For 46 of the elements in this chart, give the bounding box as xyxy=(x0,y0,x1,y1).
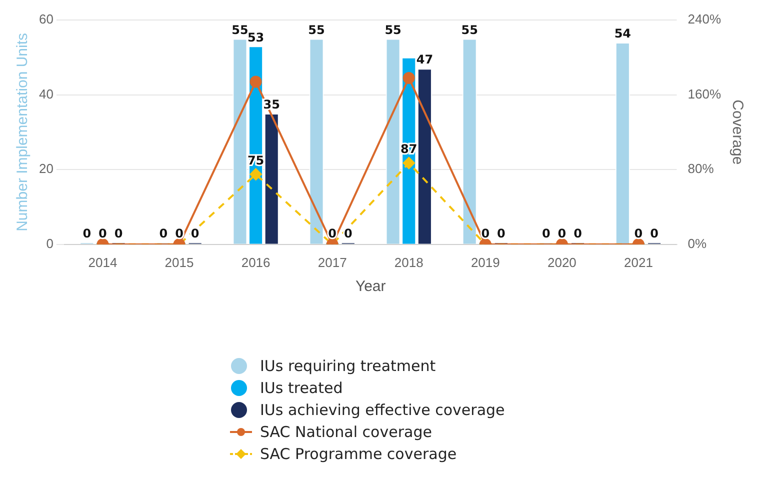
x-axis-title: Year xyxy=(355,278,386,296)
data-label: 0 xyxy=(481,226,490,241)
data-label: 53 xyxy=(247,30,264,44)
x-tick-label: 2016 xyxy=(241,254,270,270)
x-tick-label: 2017 xyxy=(318,254,347,270)
y2-tick-label: 0% xyxy=(688,236,707,251)
y2-tick-label: 80% xyxy=(688,161,714,176)
y-tick-label: 20 xyxy=(38,161,54,176)
data-label: 0 xyxy=(497,226,506,241)
y2-tick-label: 160% xyxy=(688,86,722,102)
legend-label: SAC Programme coverage xyxy=(260,445,457,463)
data-label: 0 xyxy=(328,226,337,241)
x-tick-label: 2020 xyxy=(547,254,576,270)
data-label: 0 xyxy=(650,226,658,241)
y-tick-label: 40 xyxy=(38,86,54,102)
data-label: 0 xyxy=(98,226,107,241)
x-tick-label: 2021 xyxy=(624,254,653,270)
x-tick-label: 2014 xyxy=(88,254,118,270)
data-label: 0 xyxy=(574,226,582,241)
legend-label: SAC National coverage xyxy=(260,423,432,441)
y-tick-label: 60 xyxy=(38,12,54,27)
data-label: 54 xyxy=(614,26,632,41)
legend-label: IUs requiring treatment xyxy=(260,357,436,375)
data-label: 0 xyxy=(114,226,123,241)
data-label: 0 xyxy=(344,226,352,241)
legend-label: IUs achieving effective coverage xyxy=(260,401,505,419)
data-label: 55 xyxy=(232,22,248,37)
data-label: 0 xyxy=(175,226,184,241)
x-tick-label: 2019 xyxy=(470,254,500,270)
data-label: 55 xyxy=(308,22,325,37)
data-label: 55 xyxy=(461,22,478,37)
x-tick-label: 2015 xyxy=(164,254,194,270)
y2-axis-title: Coverage xyxy=(728,100,746,165)
data-label: 0 xyxy=(558,226,566,241)
data-label: 0 xyxy=(634,226,643,241)
data-label: 0 xyxy=(190,226,200,241)
y-tick-label: 0 xyxy=(46,236,54,251)
legend-label: IUs treated xyxy=(260,379,343,397)
data-label: 47 xyxy=(416,52,434,67)
data-label: 0 xyxy=(82,226,92,241)
data-label: 55 xyxy=(384,22,402,37)
x-tick-label: 2018 xyxy=(394,254,424,270)
data-label: 0 xyxy=(159,226,168,241)
data-label: 0 xyxy=(542,226,550,241)
y-axis-title: Number Implementation Units xyxy=(14,32,32,232)
y2-tick-label: 240% xyxy=(688,12,722,27)
